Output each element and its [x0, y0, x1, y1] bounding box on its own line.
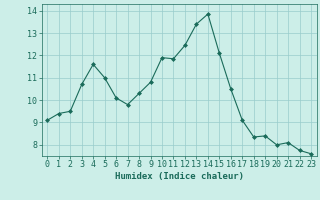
X-axis label: Humidex (Indice chaleur): Humidex (Indice chaleur): [115, 172, 244, 181]
